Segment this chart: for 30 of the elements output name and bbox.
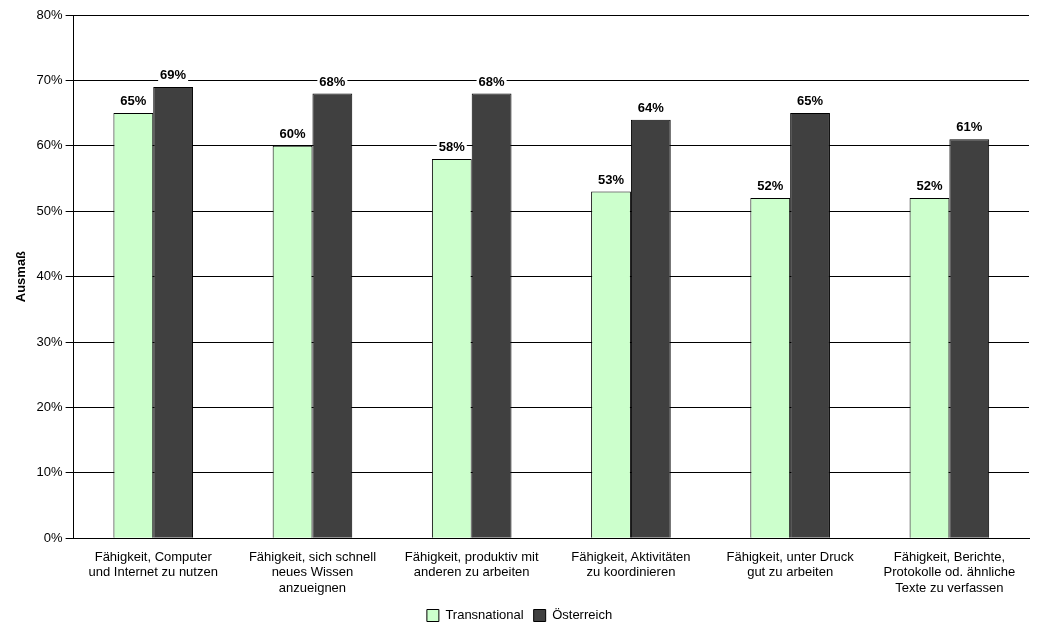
y-tick-label: 30%: [36, 333, 64, 349]
y-tick-label: 70%: [36, 71, 64, 87]
data-label: 68%: [319, 73, 346, 89]
x-tick-label: Fähigkeit, produktiv mit anderen zu arbeiten: [404, 548, 539, 580]
data-label: 53%: [598, 171, 625, 187]
y-tick-label: 0%: [43, 529, 64, 545]
data-label: 52%: [916, 178, 943, 194]
data-label: 65%: [797, 93, 824, 109]
data-label: 69%: [160, 67, 187, 83]
data-label: 60%: [279, 125, 306, 141]
x-tick-label: Fähigkeit, Berichte, Protokolle od. ähnliche Texte zu verfassen: [883, 548, 1016, 595]
data-label: 52%: [757, 178, 784, 194]
y-tick-label: 50%: [36, 202, 64, 218]
data-label: 68%: [478, 73, 506, 89]
y-tick-label: 40%: [36, 268, 64, 284]
data-label: 61%: [956, 119, 983, 135]
legend-label: Transnational: [445, 607, 524, 623]
data-label: 65%: [120, 93, 147, 109]
y-tick-label: 20%: [36, 398, 64, 414]
y-tick-label: 10%: [36, 464, 64, 480]
legend-label: Österreich: [552, 607, 613, 623]
data-label: 64%: [637, 99, 665, 115]
y-axis-title: Ausmaß: [13, 250, 29, 303]
y-tick-label: 80%: [36, 6, 64, 22]
x-tick-label: Fähigkeit, sich schnell neues Wissen anzueignen: [248, 548, 377, 595]
x-tick-label: Fähigkeit, Computer und Internet zu nutzen: [88, 548, 218, 580]
data-label: 58%: [438, 138, 466, 154]
x-tick-label: Fähigkeit, Aktivitäten zu koordinieren: [571, 548, 691, 580]
x-tick-label: Fähigkeit, unter Druck gut zu arbeiten: [726, 548, 855, 580]
y-tick-label: 60%: [36, 137, 64, 153]
